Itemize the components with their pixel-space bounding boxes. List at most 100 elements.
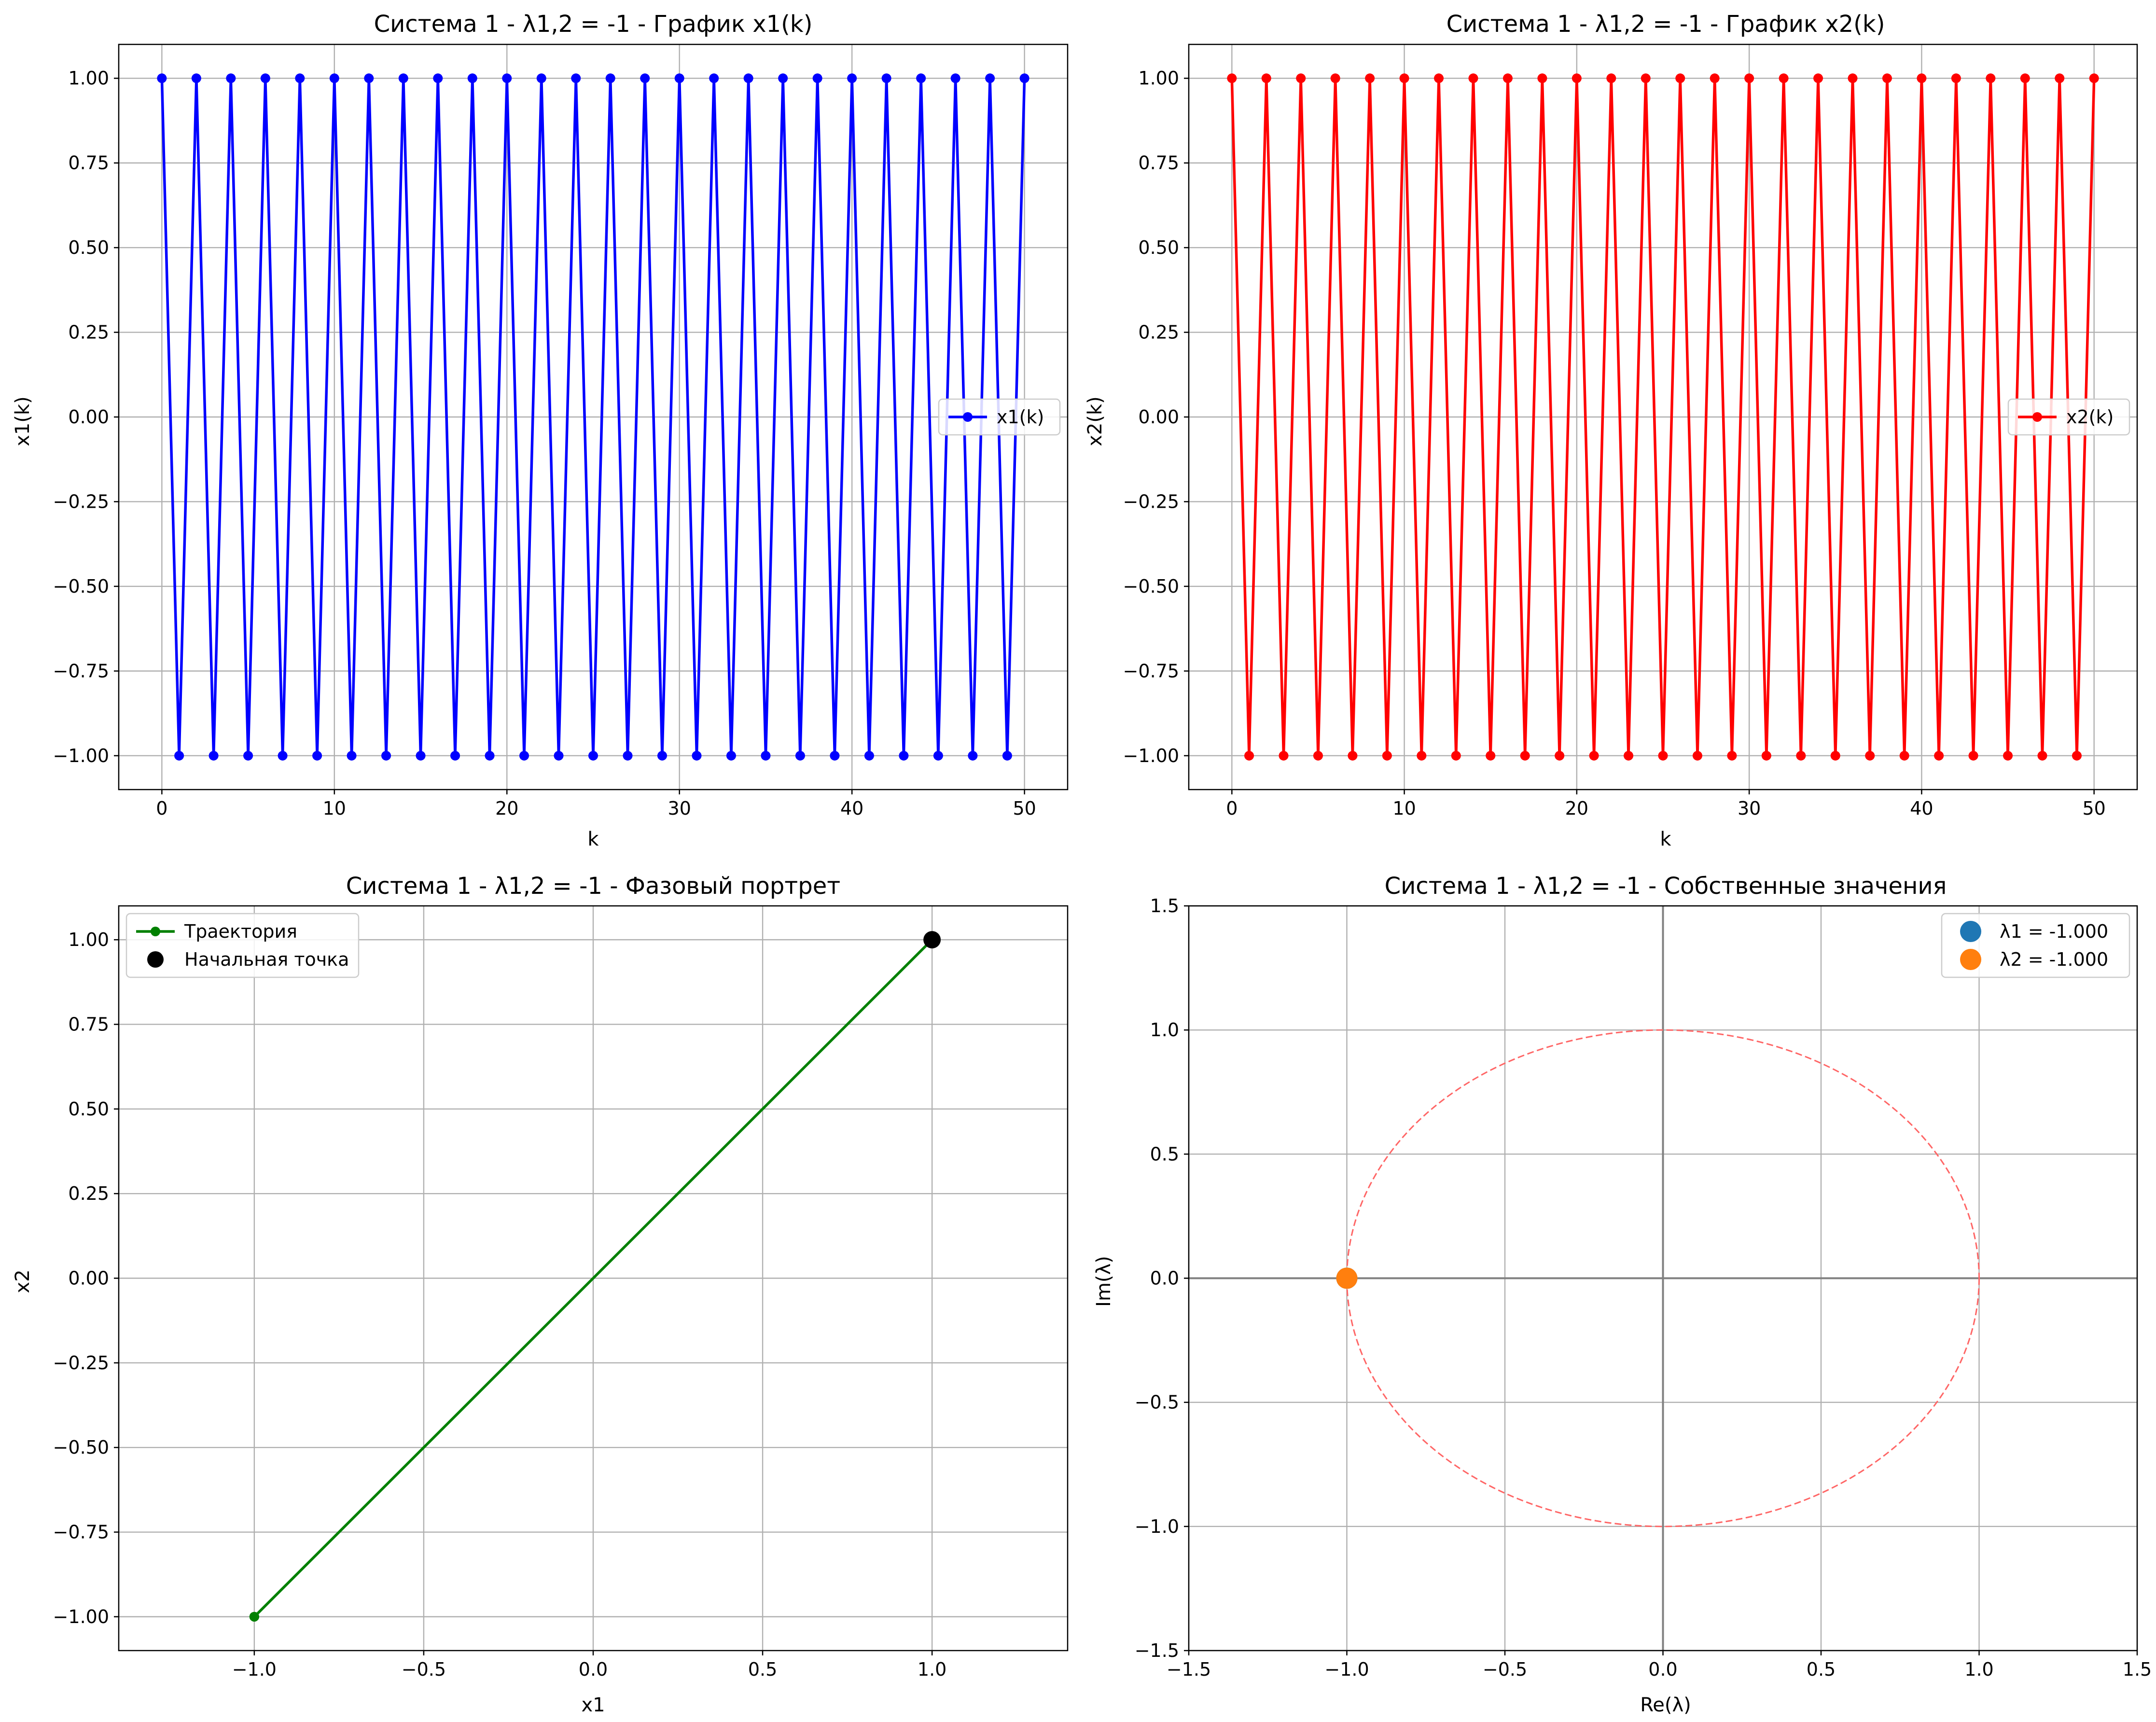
data-point <box>1365 73 1375 83</box>
y-tick-label: −1.00 <box>53 745 109 766</box>
data-point <box>1348 750 1358 761</box>
data-point <box>1710 73 1720 83</box>
x-tick-label: 40 <box>1910 798 1933 819</box>
data-point <box>1986 73 1996 83</box>
y-tick-label: −1.00 <box>53 1606 109 1627</box>
data-point <box>381 750 391 761</box>
x-tick-label: 0 <box>1226 798 1238 819</box>
data-point <box>1692 750 1702 761</box>
subplot-eigenvalues: Система 1 - λ1,2 = -1 - Собственные знач… <box>1093 873 2152 1716</box>
data-point <box>985 73 995 83</box>
data-point <box>1934 750 1944 761</box>
data-point <box>605 73 615 83</box>
y-tick-label: 1.00 <box>68 68 109 89</box>
y-tick-label: −0.75 <box>53 660 109 681</box>
data-point <box>1468 73 1478 83</box>
legend-label: x1(k) <box>997 406 1044 428</box>
y-axis-label: x2 <box>12 1269 34 1293</box>
data-point <box>830 750 840 761</box>
data-point <box>726 750 736 761</box>
subplot-phase-portrait: Система 1 - λ1,2 = -1 - Фазовый портрет … <box>12 873 1069 1716</box>
data-point <box>2020 73 2030 83</box>
data-point <box>1882 73 1892 83</box>
legend-label: Начальная точка <box>184 949 349 970</box>
data-point <box>1589 750 1599 761</box>
data-point <box>191 73 201 83</box>
x-tick-label: −1.0 <box>1324 1659 1369 1680</box>
x-tick-label: 40 <box>840 798 863 819</box>
data-point <box>278 750 288 761</box>
y-tick-label: −0.25 <box>53 1352 109 1374</box>
y-tick-label: 0.75 <box>68 1014 109 1035</box>
grid <box>1189 44 2137 790</box>
y-tick-label: 1.00 <box>68 929 109 950</box>
data-point <box>2072 750 2082 761</box>
y-tick-label: −0.5 <box>1135 1392 1179 1413</box>
legend-box <box>2007 398 2130 436</box>
data-point <box>1727 750 1737 761</box>
legend-box <box>938 398 1061 436</box>
data-point <box>761 750 771 761</box>
data-point <box>1382 750 1392 761</box>
x-tick-label: 0.5 <box>1807 1659 1836 1680</box>
data-point <box>743 73 753 83</box>
x-tick-label: 50 <box>2083 798 2106 819</box>
y-tick-label: −0.25 <box>1123 491 1179 512</box>
y-axis-label: x2(k) <box>1084 396 1106 446</box>
data-point <box>312 750 322 761</box>
ticks: −1.0 −0.5 0.0 0.5 1.0 1.00 0.75 0.50 0.25 0.00 −0.… <box>53 929 947 1680</box>
x-tick-label: 20 <box>1565 798 1588 819</box>
unit-circle <box>1346 1029 1980 1528</box>
x-tick-label: 30 <box>668 798 691 819</box>
data-point <box>1572 73 1582 83</box>
data-point <box>1865 750 1875 761</box>
y-tick-label: −0.50 <box>53 576 109 597</box>
legend-box <box>125 913 360 978</box>
data-point <box>2037 750 2047 761</box>
x-tick-label: 0 <box>156 798 167 819</box>
data-point <box>1813 73 1823 83</box>
data-point <box>1399 73 1409 83</box>
data-point <box>364 73 374 83</box>
x-axis-label: Re(λ) <box>1640 1694 1691 1716</box>
data-point <box>623 750 633 761</box>
x-axis-label: k <box>587 828 599 850</box>
data-point <box>968 750 978 761</box>
start-point-marker <box>923 931 941 949</box>
ticks: −1.5 −1.0 −0.5 0.0 0.5 1.0 1.5 1.5 1.0 0.5 0.0 −0.5… <box>1135 895 2152 1680</box>
data-point <box>1830 750 1840 761</box>
y-tick-label: −0.50 <box>53 1437 109 1458</box>
x-tick-label: 1.0 <box>1964 1659 1993 1680</box>
data-point <box>174 750 184 761</box>
series-1 <box>157 73 1029 761</box>
series-2 <box>923 931 941 949</box>
legend-label: x2(k) <box>2066 406 2114 428</box>
y-tick-label: −0.75 <box>53 1522 109 1543</box>
data-point <box>795 750 805 761</box>
x-tick-label: 50 <box>1013 798 1036 819</box>
legend-marker-swatch <box>1960 949 1981 970</box>
subplot-title: Система 1 - λ1,2 = -1 - График x1(k) <box>374 11 813 38</box>
legend: x1(k) <box>938 398 1061 436</box>
y-tick-label: 0.75 <box>68 153 109 174</box>
y-tick-label: 1.5 <box>1150 895 1179 917</box>
ticks: 0 10 20 30 40 50 1.00 0.75 0.50 0.25 0.00 −0.25 −0.5… <box>53 68 1036 819</box>
y-tick-label: −1.5 <box>1135 1640 1179 1661</box>
y-tick-label: 0.50 <box>68 237 109 258</box>
y-tick-label: 0.50 <box>68 1098 109 1120</box>
x-tick-label: 0.0 <box>1648 1659 1677 1680</box>
y-tick-label: 0.5 <box>1150 1143 1179 1165</box>
x-tick-label: 1.0 <box>918 1659 946 1680</box>
data-point <box>916 73 926 83</box>
data-point <box>398 73 408 83</box>
grid <box>119 44 1068 790</box>
x-tick-label: 10 <box>323 798 346 819</box>
data-point <box>536 73 546 83</box>
data-point <box>933 750 943 761</box>
y-axis-label: x1(k) <box>12 396 34 446</box>
data-point <box>1624 750 1634 761</box>
data-point <box>1899 750 1909 761</box>
data-point <box>1658 750 1668 761</box>
y-tick-label: 0.75 <box>1138 153 1179 174</box>
